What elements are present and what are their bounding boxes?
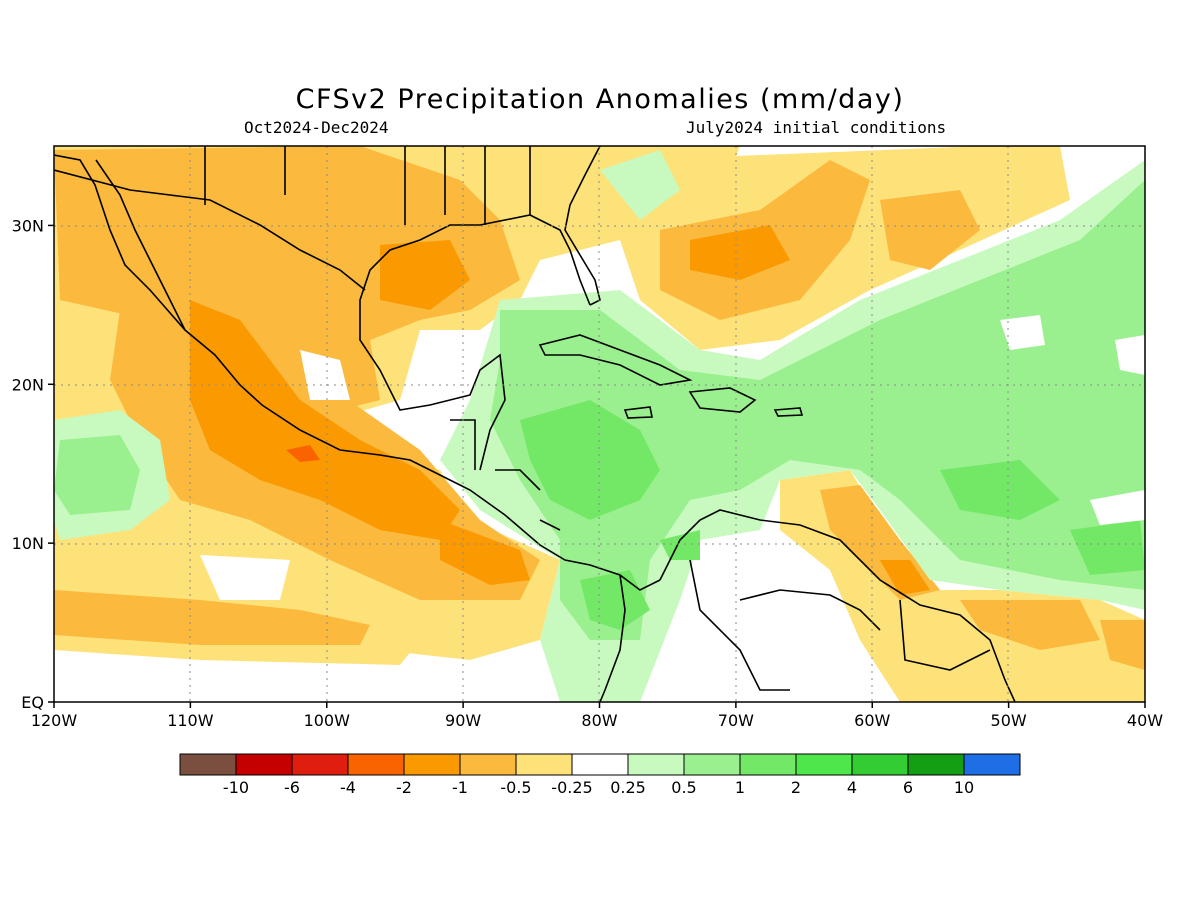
lon-tick-label: 40W	[1127, 711, 1163, 730]
colorbar-swatch	[179, 753, 237, 776]
neutral-region	[200, 555, 290, 600]
colorbar-label: 4	[847, 778, 857, 797]
us-state-lines	[204, 146, 531, 225]
colorbar-swatch	[403, 753, 461, 776]
colorbar-swatch	[515, 753, 573, 776]
colorbar-label: -2	[396, 778, 412, 797]
anomaly-field	[54, 146, 1145, 702]
cuba	[538, 334, 693, 386]
colorbar-label: -6	[284, 778, 300, 797]
dry-strong-region	[380, 240, 470, 310]
wet-region	[54, 435, 140, 515]
colorbar-swatch	[235, 753, 293, 776]
colorbar-swatch	[571, 753, 629, 776]
dry-moderate-region	[54, 146, 520, 420]
colorbar-swatch	[907, 753, 965, 776]
neutral-region	[1115, 335, 1145, 375]
neutral-region	[1000, 315, 1045, 350]
wet-light-region	[600, 150, 680, 220]
dry-strong-region	[440, 520, 530, 585]
lon-tick-label: 70W	[718, 711, 754, 730]
neutral-regions	[200, 315, 1145, 600]
wet-regions	[54, 180, 1145, 640]
wet-region	[490, 180, 1145, 640]
dry-strong-region	[190, 300, 460, 540]
lon-tick-label: 100W	[304, 711, 351, 730]
dry-moderate-region	[960, 600, 1100, 650]
lon-tick-label: 60W	[854, 711, 890, 730]
colorbar-label: -0.25	[551, 778, 592, 797]
colorbar-label: 0.5	[671, 778, 696, 797]
jamaica	[623, 406, 653, 419]
dry-strong-regions	[190, 225, 930, 595]
wet-moderate-region	[940, 460, 1060, 520]
wet-moderate-region	[660, 530, 700, 560]
lon-tick-label: 110W	[167, 711, 214, 730]
florida-coast	[564, 146, 601, 306]
colorbar-label: 1	[735, 778, 745, 797]
lon-tick-label: 50W	[991, 711, 1027, 730]
colorbar-label: -4	[340, 778, 356, 797]
dry-peak-spot	[286, 445, 320, 462]
dry-moderate-region	[880, 190, 980, 270]
colombia-border	[689, 559, 790, 691]
lon-tick-label: 90W	[445, 711, 481, 730]
colorbar-label: -10	[223, 778, 249, 797]
puerto-rico	[773, 407, 804, 417]
colorbar-label: 0.25	[610, 778, 646, 797]
hispaniola	[688, 387, 757, 413]
lon-tick-label: 120W	[31, 711, 78, 730]
colorbar-swatch	[963, 753, 1021, 776]
longitude-axis: 120W 110W 100W 90W 80W 70W 60W 50W 40W	[31, 702, 1163, 730]
south-america-coast	[659, 509, 1016, 702]
initial-conditions: July2024 initial conditions	[686, 118, 947, 137]
colorbar-swatch	[291, 753, 349, 776]
colorbar-swatch	[795, 753, 853, 776]
baja-california	[95, 159, 186, 331]
wet-moderate-region	[1070, 520, 1145, 575]
dry-moderate-region	[1100, 620, 1145, 670]
neutral-region	[700, 550, 780, 600]
us-mexico-border	[54, 169, 366, 291]
neutral-region	[300, 350, 350, 400]
venezuela-border	[739, 589, 881, 631]
gulf-coast	[359, 214, 591, 471]
lat-tick-label: 20N	[12, 375, 44, 394]
colorbar-swatch	[627, 753, 685, 776]
neutral-region	[1090, 490, 1145, 525]
colorbar-label: -0.5	[500, 778, 531, 797]
colorbar-swatch	[347, 753, 405, 776]
colorbar-swatch	[851, 753, 909, 776]
pacific-south-america	[599, 574, 626, 702]
north-america-coast	[54, 154, 661, 591]
colorbar-label: 2	[791, 778, 801, 797]
colorbar-label: -1	[452, 778, 468, 797]
colorbar-swatch	[459, 753, 517, 776]
colorbar: -10 -6 -4 -2 -1 -0.5 -0.25 0.25 0.5 1 2 4 6 10	[179, 753, 1021, 797]
colorbar-swatch	[739, 753, 797, 776]
forecast-period: Oct2024-Dec2024	[244, 118, 389, 137]
lon-tick-label: 80W	[581, 711, 617, 730]
wet-moderate-regions	[520, 400, 1145, 630]
guiana-borders	[899, 599, 991, 671]
wet-moderate-region	[520, 400, 660, 520]
lat-tick-label: EQ	[21, 693, 44, 712]
lat-tick-label: 30N	[12, 216, 44, 235]
chart-title: CFSv2 Precipitation Anomalies (mm/day)	[295, 84, 905, 115]
colorbar-label: 10	[954, 778, 974, 797]
colorbar-swatch	[683, 753, 741, 776]
latitude-axis: EQ 10N 20N 30N	[12, 216, 54, 712]
dry-moderate-region	[54, 590, 370, 645]
central-america-borders	[450, 419, 561, 531]
dry-strong-region	[690, 225, 790, 280]
coastlines	[54, 146, 1016, 702]
dry-strong-region	[880, 560, 930, 595]
lat-tick-label: 10N	[12, 534, 44, 553]
grid-lines	[54, 146, 1145, 702]
colorbar-label: 6	[903, 778, 913, 797]
